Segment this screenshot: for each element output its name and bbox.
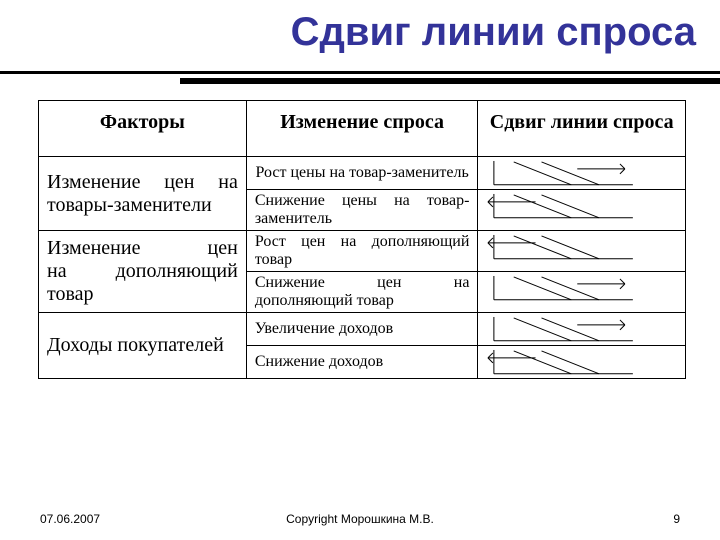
- slide: Сдвиг линии спроса Факторы Изменение спр…: [0, 0, 720, 540]
- demand-line-1: [514, 236, 572, 259]
- factor-cell: Изменение цен на дополняющий товар: [39, 231, 247, 313]
- table-body: Изменение цен на товары-заменителиРост ц…: [39, 157, 686, 379]
- demand-line-2: [542, 162, 600, 185]
- shift-cell: [478, 231, 686, 272]
- shift-cell: [478, 346, 686, 379]
- demand-line-2: [542, 277, 600, 300]
- demand-line-1: [514, 351, 572, 374]
- table-header-row: Факторы Изменение спроса Сдвиг линии спр…: [39, 101, 686, 157]
- shift-diagram: [478, 313, 684, 345]
- header-change: Изменение спроса: [246, 101, 478, 157]
- arrowhead-2: [620, 325, 625, 330]
- page-title: Сдвиг линии спроса: [0, 10, 696, 55]
- demand-line-1: [514, 318, 572, 341]
- demand-line-2: [542, 236, 600, 259]
- arrowhead-2: [488, 243, 493, 248]
- factor-cell: Доходы покупателей: [39, 313, 247, 379]
- header-shift: Сдвиг линии спроса: [478, 101, 686, 157]
- title-underline-thick: [180, 78, 720, 84]
- factor-cell: Изменение цен на товары-заменители: [39, 157, 247, 231]
- slide-footer: 07.06.2007 Copyright Морошкина М.В. 9: [40, 512, 680, 526]
- arrowhead-2: [620, 284, 625, 289]
- shift-cell: [478, 313, 686, 346]
- change-cell: Рост цены на товар-заменитель: [246, 157, 478, 190]
- change-cell: Снижение доходов: [246, 346, 478, 379]
- shift-diagram: [478, 231, 684, 263]
- change-cell: Снижение цен на дополняющий товар: [246, 272, 478, 313]
- shift-diagram: [478, 190, 684, 222]
- demand-shift-table: Факторы Изменение спроса Сдвиг линии спр…: [38, 100, 686, 379]
- demand-line-1: [514, 195, 572, 218]
- table-row: Доходы покупателейУвеличение доходов: [39, 313, 686, 346]
- table-row: Изменение цен на дополняющий товарРост ц…: [39, 231, 686, 272]
- arrowhead-2: [620, 169, 625, 174]
- arrowhead-1: [620, 279, 625, 284]
- demand-line-2: [542, 195, 600, 218]
- arrowhead-2: [488, 358, 493, 363]
- shift-cell: [478, 272, 686, 313]
- header-factors: Факторы: [39, 101, 247, 157]
- arrowhead-1: [488, 197, 493, 202]
- change-cell: Рост цен на дополняющий товар: [246, 231, 478, 272]
- table-row: Изменение цен на товары-заменителиРост ц…: [39, 157, 686, 190]
- arrowhead-1: [488, 238, 493, 243]
- arrowhead-1: [620, 320, 625, 325]
- demand-line-2: [542, 351, 600, 374]
- arrowhead-1: [620, 164, 625, 169]
- change-cell: Снижение цены на товар-заменитель: [246, 190, 478, 231]
- shift-diagram: [478, 272, 684, 304]
- demand-line-1: [514, 277, 572, 300]
- shift-cell: [478, 157, 686, 190]
- title-underline-thin: [0, 71, 720, 74]
- change-cell: Увеличение доходов: [246, 313, 478, 346]
- shift-cell: [478, 190, 686, 231]
- title-wrap: Сдвиг линии спроса: [0, 0, 720, 55]
- shift-diagram: [478, 157, 684, 189]
- demand-line-1: [514, 162, 572, 185]
- footer-copyright: Copyright Морошкина М.В.: [40, 512, 680, 526]
- demand-line-2: [542, 318, 600, 341]
- shift-diagram: [478, 346, 684, 378]
- arrowhead-1: [488, 353, 493, 358]
- arrowhead-2: [488, 202, 493, 207]
